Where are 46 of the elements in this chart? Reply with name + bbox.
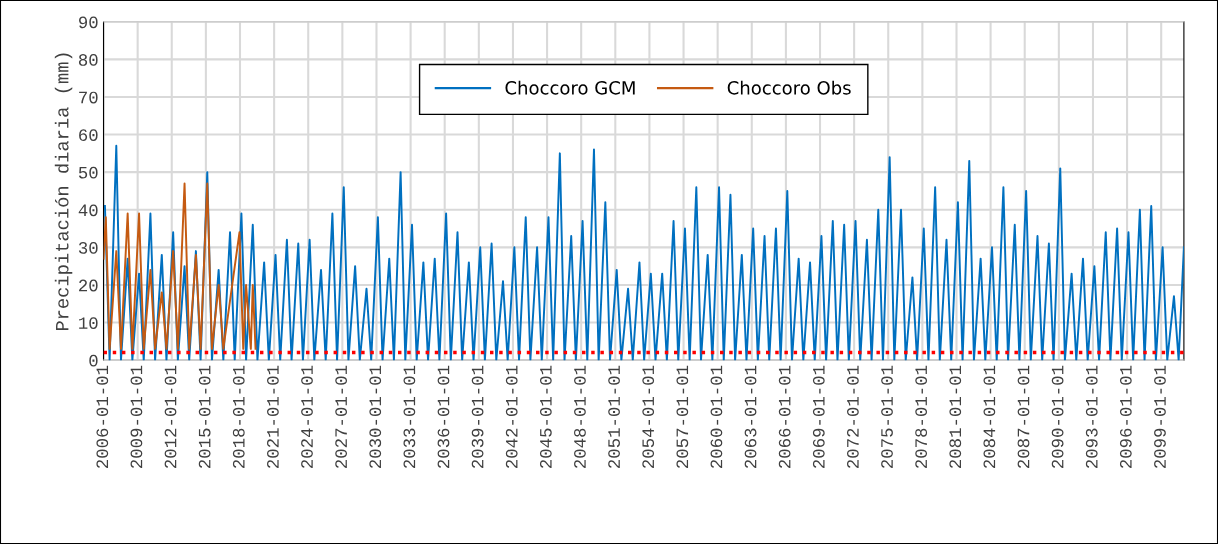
x-tick-label: 2015-01-01	[198, 365, 211, 468]
x-tick-label: 2099-01-01	[1154, 365, 1166, 468]
x-tick-label: 2012-01-01	[164, 365, 177, 468]
x-tick-label: 2009-01-01	[130, 365, 143, 468]
line-series	[103, 182, 257, 350]
x-tick-label: 2072-01-01	[847, 365, 859, 468]
y-tick-label: 70	[79, 91, 98, 104]
x-tick-label: 2096-01-01	[1119, 365, 1132, 468]
x-tick-label: 2036-01-01	[437, 365, 450, 468]
y-axis-title: Precipitación diaria (mm)	[54, 53, 73, 331]
x-tick-label: 2039-01-01	[471, 365, 484, 468]
x-tick-label: 2069-01-01	[812, 365, 825, 468]
x-tick-label: 2081-01-01	[949, 365, 962, 468]
x-tick-label: 2051-01-01	[608, 365, 620, 468]
y-tick-label: 40	[78, 204, 98, 217]
y-tick-label: 0	[89, 354, 98, 367]
x-tick-label: 2030-01-01	[369, 365, 382, 468]
y-tick-label: 20	[79, 279, 98, 292]
x-tick-label: 2063-01-01	[744, 365, 757, 468]
legend-label: Choccoro GCM	[505, 80, 635, 95]
x-tick-label: 2087-01-01	[1017, 365, 1030, 468]
y-tick-label: 80	[78, 54, 98, 66]
x-tick-label: 2048-01-01	[574, 365, 586, 468]
x-tick-label: 2066-01-01	[778, 365, 791, 468]
x-tick-label: 2057-01-01	[676, 365, 689, 468]
x-tick-label: 2093-01-01	[1085, 365, 1098, 468]
y-tick-label: 10	[79, 317, 98, 329]
x-tick-label: 2045-01-01	[539, 365, 552, 468]
x-tick-label: 2090-01-01	[1051, 365, 1064, 468]
x-tick-label: 2084-01-01	[983, 365, 996, 468]
x-tick-label: 2027-01-01	[335, 365, 348, 468]
legend-label: Choccoro Obs	[727, 80, 851, 95]
y-tick-label: 90	[79, 16, 98, 29]
x-tick-label: 2006-01-01	[96, 365, 109, 468]
x-tick-label: 2018-01-01	[232, 365, 245, 468]
x-tick-label: 2054-01-01	[642, 365, 655, 468]
y-tick-label: 30	[78, 242, 98, 254]
x-tick-label: 2060-01-01	[710, 365, 723, 468]
y-tick-label: 60	[79, 129, 98, 142]
x-tick-label: 2075-01-01	[881, 365, 893, 468]
x-tick-label: 2078-01-01	[915, 365, 928, 468]
y-tick-label: 50	[78, 166, 98, 179]
x-tick-label: 2042-01-01	[505, 365, 518, 468]
x-tick-label: 2033-01-01	[403, 365, 416, 468]
x-tick-label: 2024-01-01	[301, 365, 313, 468]
x-tick-label: 2021-01-01	[267, 365, 279, 468]
